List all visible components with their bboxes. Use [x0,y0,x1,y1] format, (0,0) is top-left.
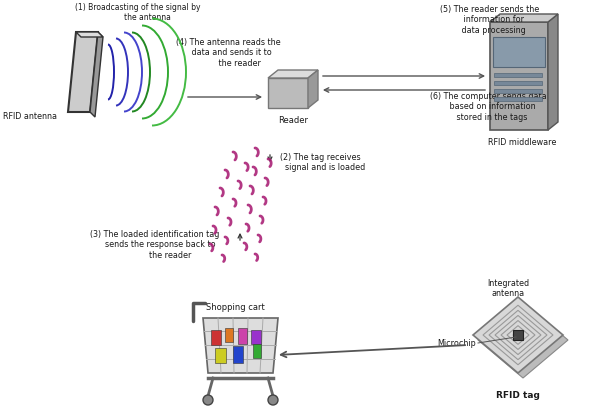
Bar [494,97,542,101]
Bar [233,346,243,363]
Bar [513,330,523,340]
Polygon shape [490,14,558,22]
Polygon shape [478,302,568,378]
Polygon shape [203,318,278,373]
Bar [494,89,542,93]
Text: Reader: Reader [278,116,308,125]
Polygon shape [268,78,308,108]
Polygon shape [473,297,563,373]
Text: RFID antenna: RFID antenna [3,112,57,121]
Bar [494,73,542,77]
Text: Shopping cart: Shopping cart [206,303,265,312]
Polygon shape [68,32,98,112]
Polygon shape [548,14,558,130]
Bar [493,37,545,67]
Text: (1) Broadcasting of the signal by
        the antenna: (1) Broadcasting of the signal by the an… [75,3,200,22]
Bar [215,348,226,363]
Polygon shape [268,70,318,78]
Text: RFID tag: RFID tag [496,391,540,400]
Text: Microchip: Microchip [437,339,476,347]
Bar [253,344,261,358]
Text: (2) The tag receives
  signal and is loaded: (2) The tag receives signal and is loade… [280,153,365,172]
Bar [490,22,548,130]
Text: RFID middleware: RFID middleware [488,138,556,147]
Polygon shape [308,70,318,108]
Bar [251,330,261,344]
Bar [225,328,233,342]
Circle shape [268,395,278,405]
Polygon shape [76,32,103,37]
Text: Integrated
antenna: Integrated antenna [487,279,529,299]
Bar [494,81,542,85]
Text: (3) The loaded identification tag
    sends the response back to
            the: (3) The loaded identification tag sends … [90,230,220,260]
Text: (5) The reader sends the
   information for
   data processing: (5) The reader sends the information for… [440,5,540,35]
Bar [238,328,247,344]
Polygon shape [90,32,103,117]
Text: (6) The computer sends data
   based on information
   stored in the tags: (6) The computer sends data based on inf… [430,92,547,122]
Text: (4) The antenna reads the
   data and sends it to
         the reader: (4) The antenna reads the data and sends… [175,38,280,68]
Circle shape [203,395,213,405]
Bar [211,330,221,345]
